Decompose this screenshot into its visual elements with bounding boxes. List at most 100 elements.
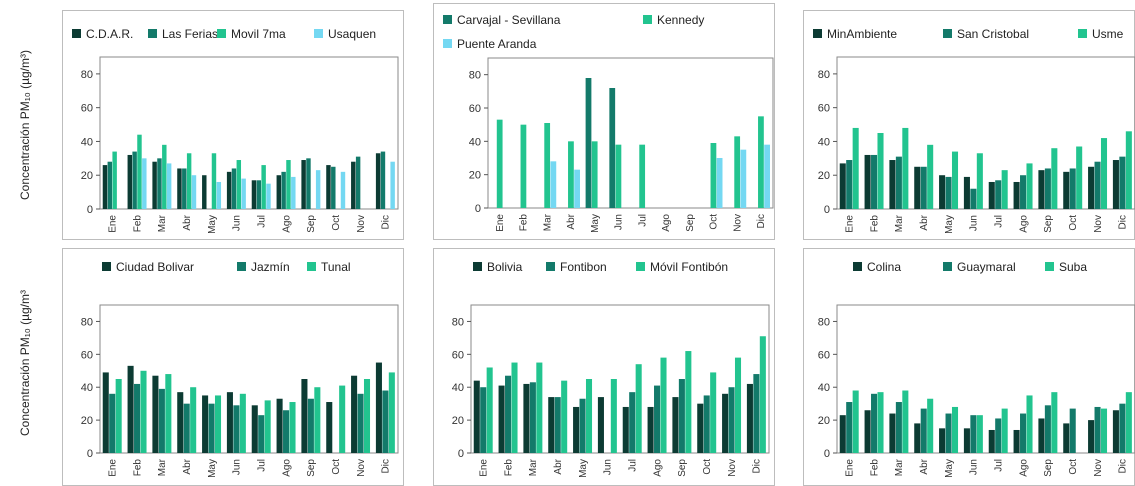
bar (550, 161, 557, 208)
bar (331, 166, 336, 209)
x-tick-label: Ago (652, 459, 663, 477)
bar (734, 357, 742, 453)
y-tick-label: 40 (469, 136, 481, 148)
y-tick-label: 0 (458, 448, 464, 460)
bar (241, 178, 246, 209)
bar (109, 393, 116, 453)
bar (1069, 408, 1076, 453)
x-tick-label: Abr (182, 458, 193, 474)
bar (1119, 403, 1126, 453)
y-tick-label: 20 (452, 415, 464, 427)
x-tick-label: Mar (157, 458, 168, 476)
bar (635, 364, 642, 453)
bar (211, 153, 217, 209)
bar (951, 151, 959, 209)
bar (963, 428, 970, 453)
x-tick-label: Mar (157, 214, 168, 232)
x-tick-label: Ago (661, 214, 672, 232)
x-tick-label: Abr (919, 214, 930, 230)
x-tick-label: Ago (1018, 215, 1029, 233)
bar (177, 392, 184, 453)
legend-label: MinAmbiente (827, 27, 897, 41)
bar (988, 181, 995, 209)
bar (115, 379, 122, 453)
bar (988, 429, 995, 453)
legend-label: Fontibon (560, 260, 607, 274)
y-tick-label: 20 (818, 415, 830, 427)
x-tick-label: Sep (1043, 215, 1054, 233)
bar (1001, 408, 1008, 453)
bar (363, 379, 371, 453)
bar (939, 175, 946, 209)
bar (315, 170, 321, 209)
bar (703, 395, 710, 453)
bar (660, 357, 667, 453)
bar (574, 169, 580, 208)
x-tick-label: Nov (356, 459, 367, 477)
bar (902, 390, 909, 453)
bar (561, 380, 568, 453)
chart-svg: 0 20 40 60 80 Ene Feb Mar Abr May Jun Jul Ago Sep Oct N… (803, 248, 1135, 486)
plot-area (836, 304, 1135, 454)
bar (895, 402, 902, 453)
y-tick-label: 0 (824, 204, 830, 216)
bar (672, 397, 679, 453)
x-tick-label: May (590, 214, 601, 233)
bar (976, 153, 983, 209)
bar (678, 379, 685, 453)
x-tick-label: Nov (732, 214, 743, 232)
bar (388, 372, 395, 453)
bar (251, 405, 258, 453)
bar (914, 166, 921, 209)
bar (685, 351, 692, 453)
legend-swatch (636, 262, 645, 271)
bar (1051, 148, 1058, 209)
bar (326, 165, 331, 209)
bar (357, 393, 364, 453)
x-tick-label: Oct (709, 214, 720, 230)
bar (1001, 170, 1008, 209)
x-tick-label: Abr (919, 458, 930, 474)
bar (895, 156, 902, 209)
chart-panel-1: 0 20 40 60 80 Ene Feb Mar Abr May Jun Jul Ago Sep Oct N… (62, 10, 404, 240)
y-tick-label: 40 (81, 136, 93, 148)
bar (951, 406, 959, 453)
x-tick-label: Jun (969, 459, 980, 475)
y-tick-label: 80 (452, 316, 464, 328)
bar (927, 398, 934, 453)
x-tick-label: Mar (894, 458, 905, 476)
bar (314, 387, 321, 453)
bar (554, 397, 561, 453)
bar (1088, 166, 1095, 209)
legend-swatch (1078, 29, 1087, 38)
x-tick-label: Feb (869, 215, 880, 233)
chart-svg: 0 20 40 60 80 Ene Feb Mar Abr May Jun Jul Ago Sep Oct N… (803, 10, 1135, 240)
bar (183, 403, 190, 453)
bar (291, 176, 296, 209)
bar (486, 367, 493, 453)
bar (740, 149, 747, 208)
bar (190, 387, 197, 453)
legend-swatch (217, 29, 226, 38)
bar (536, 362, 543, 453)
bar (127, 154, 133, 209)
bar (496, 119, 503, 208)
x-tick-label: Abr (566, 213, 577, 229)
bar (864, 410, 871, 453)
bar (351, 375, 358, 453)
bar (889, 160, 896, 209)
chart-frame (433, 3, 775, 240)
y-tick-label: 40 (818, 382, 830, 394)
bar (654, 385, 661, 453)
legend-swatch (72, 29, 81, 38)
plot-area (470, 304, 770, 454)
bar (520, 124, 527, 208)
x-tick-label: Jul (627, 459, 638, 472)
bar (920, 408, 927, 453)
x-tick-label: Dic (381, 459, 392, 473)
legend-label: Tunal (321, 260, 351, 274)
bar (846, 160, 853, 209)
bar (852, 390, 859, 453)
chart-svg: 0 20 40 60 80 Ene Feb Mar Abr May Jun Jul Ago Sep Oct N… (433, 3, 775, 240)
bar (186, 153, 192, 209)
